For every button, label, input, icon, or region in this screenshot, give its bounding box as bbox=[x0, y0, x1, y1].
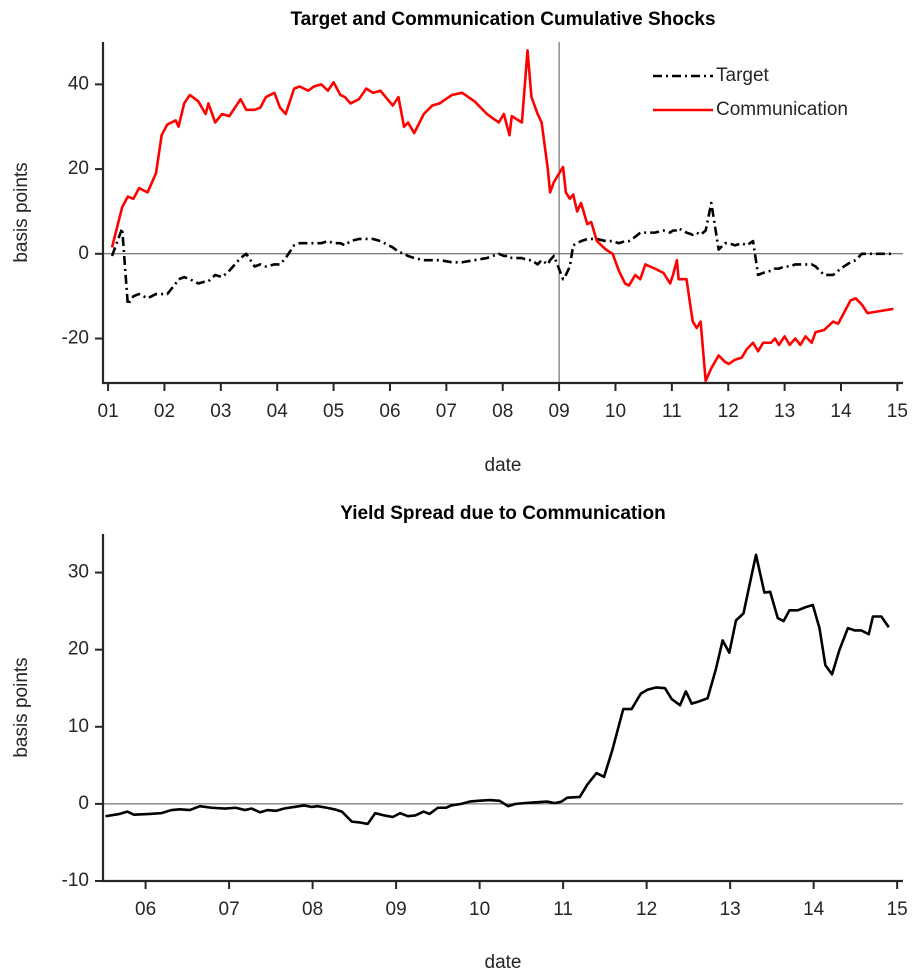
x-tick-label: 04 bbox=[267, 401, 289, 422]
x-tick-label: 12 bbox=[718, 401, 739, 422]
legend-label: Communication bbox=[716, 99, 848, 120]
y-tick-label: 20 bbox=[68, 639, 89, 660]
x-tick-label: 07 bbox=[219, 899, 240, 920]
x-tick-label: 06 bbox=[135, 899, 156, 920]
x-tick-label: 15 bbox=[887, 401, 908, 422]
x-axis-label: date bbox=[485, 455, 522, 476]
x-tick-label: 09 bbox=[386, 899, 407, 920]
x-axis-label: date bbox=[485, 952, 522, 973]
y-tick-label: 10 bbox=[68, 716, 89, 737]
x-tick-label: 11 bbox=[662, 401, 682, 422]
x-tick-label: 11 bbox=[553, 899, 573, 920]
y-tick-label: -10 bbox=[62, 870, 89, 891]
x-tick-label: 06 bbox=[379, 401, 400, 422]
y-tick-label: 0 bbox=[78, 793, 89, 814]
x-tick-label: 14 bbox=[830, 401, 852, 422]
x-tick-label: 01 bbox=[98, 401, 119, 422]
chart-title: Target and Communication Cumulative Shoc… bbox=[290, 9, 715, 30]
y-tick-label: 0 bbox=[78, 243, 89, 264]
data-line bbox=[105, 553, 890, 826]
y-tick-label: -20 bbox=[62, 328, 89, 349]
x-tick-label: 10 bbox=[469, 899, 490, 920]
x-tick-label: 02 bbox=[154, 401, 175, 422]
x-tick-label: 13 bbox=[720, 899, 741, 920]
y-tick-label: 30 bbox=[68, 562, 89, 583]
x-tick-label: 05 bbox=[323, 401, 344, 422]
x-tick-label: 15 bbox=[887, 899, 908, 920]
y-axis-label: basis points bbox=[11, 162, 32, 262]
x-tick-label: 09 bbox=[549, 401, 570, 422]
x-tick-label: 03 bbox=[210, 401, 231, 422]
x-tick-label: 08 bbox=[302, 899, 323, 920]
x-tick-label: 14 bbox=[803, 899, 825, 920]
data-line bbox=[110, 201, 894, 306]
x-tick-label: 10 bbox=[605, 401, 626, 422]
x-tick-label: 13 bbox=[774, 401, 795, 422]
chart-title: Yield Spread due to Communication bbox=[340, 503, 666, 524]
y-tick-label: 40 bbox=[68, 73, 89, 94]
y-axis-label: basis points bbox=[11, 657, 32, 757]
y-tick-label: 20 bbox=[68, 158, 89, 179]
legend-label: Target bbox=[716, 65, 770, 86]
x-tick-label: 07 bbox=[436, 401, 457, 422]
x-tick-label: 12 bbox=[636, 899, 657, 920]
x-tick-label: 08 bbox=[492, 401, 513, 422]
data-line bbox=[110, 49, 894, 383]
